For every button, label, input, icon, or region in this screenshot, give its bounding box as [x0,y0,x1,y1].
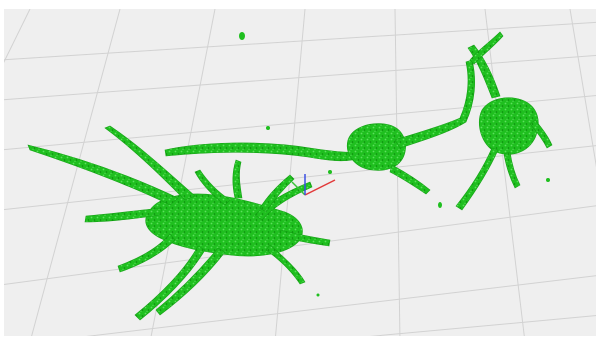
axon [164,142,353,162]
neuron-cells[interactable] [27,31,553,321]
right-cell-process [503,151,521,189]
left-cell-process [194,169,231,206]
middle-cell-body[interactable] [346,123,406,171]
left-cell-process [265,244,306,285]
y-axis-indicator [291,181,306,196]
x-axis-indicator [304,179,336,196]
left-cell-process [259,174,295,213]
left-cell-process [155,247,226,316]
frame-top-border [0,0,602,9]
right-cell-process [455,147,499,211]
left-cell-process [134,245,206,321]
frame-right-border [596,0,602,342]
left-cell-process [232,159,243,199]
middle-cell-process [394,59,475,149]
right-cell-body[interactable] [478,97,539,155]
left-cell-process [279,229,331,247]
debris-fragments [239,32,550,297]
axes-gizmo [291,174,336,196]
left-cell-process [27,144,179,206]
right-cell-process [529,119,553,149]
frame-bottom-border [0,336,602,342]
frame-left-border [0,0,4,342]
right-cell-process [469,31,504,65]
left-cell-process [84,207,163,223]
left-cell-process [104,125,196,201]
middle-cell-process [389,164,431,195]
left-cell-process [117,233,176,273]
